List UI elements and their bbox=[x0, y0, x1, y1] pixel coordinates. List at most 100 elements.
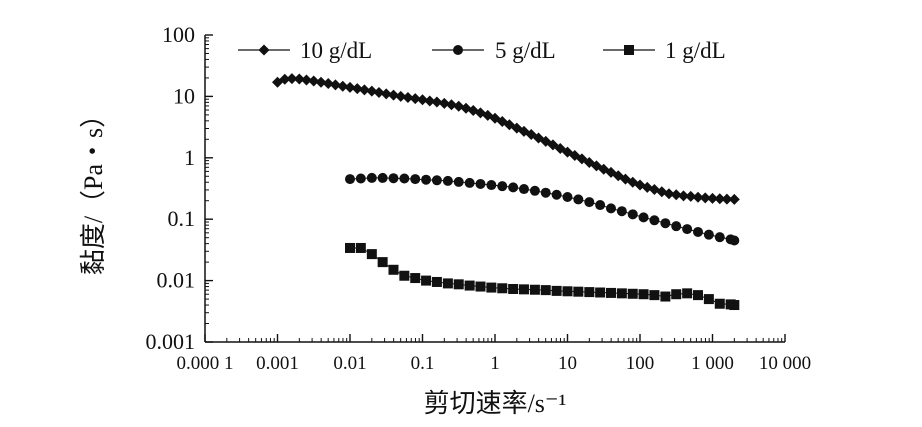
legend-entry: 1 g/dL bbox=[603, 38, 726, 63]
data-point bbox=[377, 257, 388, 268]
x-tick-label: 10 bbox=[558, 353, 577, 374]
data-point bbox=[729, 235, 740, 246]
data-point bbox=[355, 173, 366, 184]
data-point bbox=[453, 176, 464, 187]
x-tick-label: 0.000 1 bbox=[177, 353, 234, 374]
data-point bbox=[529, 185, 540, 196]
data-point bbox=[508, 283, 519, 294]
x-tick-label: 0.1 bbox=[411, 353, 435, 374]
data-point bbox=[345, 242, 355, 253]
x-tick-label: 1 000 bbox=[691, 353, 734, 374]
y-tick-label: 0.01 bbox=[157, 268, 196, 293]
data-point bbox=[703, 229, 714, 240]
data-point bbox=[453, 279, 464, 290]
data-point bbox=[562, 191, 573, 202]
data-point bbox=[322, 78, 334, 90]
data-point bbox=[410, 273, 421, 284]
legend-marker bbox=[453, 45, 463, 55]
legend-label: 5 g/dL bbox=[495, 38, 556, 63]
legend: 10 g/dL 5 g/dL 1 g/dL bbox=[238, 38, 726, 63]
data-point bbox=[540, 285, 551, 296]
data-point bbox=[366, 85, 378, 97]
data-point bbox=[627, 209, 638, 220]
data-point bbox=[649, 215, 660, 226]
data-point bbox=[660, 218, 671, 229]
data-point bbox=[388, 264, 399, 275]
data-point bbox=[329, 79, 341, 91]
data-point bbox=[595, 287, 606, 298]
y-tick-label: 0.001 bbox=[146, 329, 196, 354]
data-point bbox=[728, 193, 740, 205]
data-point bbox=[486, 180, 497, 191]
data-point bbox=[685, 190, 697, 202]
data-point bbox=[402, 91, 414, 103]
data-point bbox=[721, 193, 733, 205]
y-tick-label: 100 bbox=[162, 22, 195, 47]
data-point bbox=[475, 178, 486, 189]
legend-marker bbox=[624, 45, 634, 55]
data-point bbox=[399, 173, 410, 184]
data-point bbox=[442, 278, 453, 289]
y-tick-label: 10 bbox=[173, 83, 195, 108]
data-point bbox=[410, 174, 421, 185]
data-point bbox=[616, 288, 627, 299]
data-point bbox=[671, 289, 682, 300]
data-point bbox=[638, 212, 649, 223]
data-point bbox=[395, 90, 407, 102]
data-point bbox=[387, 89, 399, 101]
data-point bbox=[438, 97, 450, 109]
data-point bbox=[300, 74, 312, 86]
legend-label: 1 g/dL bbox=[665, 38, 726, 63]
legend-entry: 10 g/dL bbox=[238, 38, 372, 63]
data-point bbox=[707, 192, 718, 204]
data-point bbox=[638, 289, 649, 300]
data-point bbox=[703, 294, 714, 305]
y-tick-label: 0.1 bbox=[168, 206, 196, 231]
series-diamond bbox=[272, 73, 740, 205]
data-point bbox=[475, 281, 486, 292]
data-point bbox=[573, 286, 584, 297]
x-tick-label: 100 bbox=[626, 353, 655, 374]
data-point bbox=[417, 94, 428, 106]
series-circle bbox=[345, 172, 740, 246]
data-point bbox=[366, 249, 377, 260]
legend-entry: 5 g/dL bbox=[432, 38, 556, 63]
legend-marker bbox=[258, 44, 270, 56]
data-point bbox=[486, 282, 497, 293]
data-point bbox=[551, 285, 562, 296]
data-point bbox=[714, 193, 726, 205]
data-point bbox=[308, 75, 320, 87]
data-point bbox=[584, 197, 595, 208]
data-point bbox=[399, 270, 410, 281]
data-point bbox=[508, 182, 519, 193]
x-axis-title: 剪切速率/s⁻¹ bbox=[424, 389, 567, 418]
data-point bbox=[518, 184, 529, 195]
data-point bbox=[682, 224, 693, 235]
series-square bbox=[345, 242, 740, 311]
data-point bbox=[660, 291, 671, 302]
data-point bbox=[518, 284, 529, 295]
data-point bbox=[366, 172, 377, 183]
data-point bbox=[355, 242, 366, 253]
data-point bbox=[377, 172, 388, 183]
data-point bbox=[699, 192, 711, 204]
data-point bbox=[431, 96, 443, 108]
data-point bbox=[351, 83, 363, 95]
series-layer bbox=[272, 73, 740, 311]
data-point bbox=[562, 286, 573, 297]
data-point bbox=[344, 81, 356, 93]
data-point bbox=[595, 200, 606, 211]
data-point bbox=[424, 95, 436, 107]
data-point bbox=[409, 93, 421, 105]
data-point bbox=[464, 280, 475, 291]
data-point bbox=[388, 173, 399, 184]
data-point bbox=[693, 226, 704, 237]
data-point bbox=[714, 298, 725, 309]
data-point bbox=[605, 287, 616, 298]
y-axis-title: 黏度/（Pa・s） bbox=[79, 102, 108, 275]
data-point bbox=[529, 284, 540, 295]
data-point bbox=[649, 290, 660, 301]
data-point bbox=[464, 177, 475, 188]
